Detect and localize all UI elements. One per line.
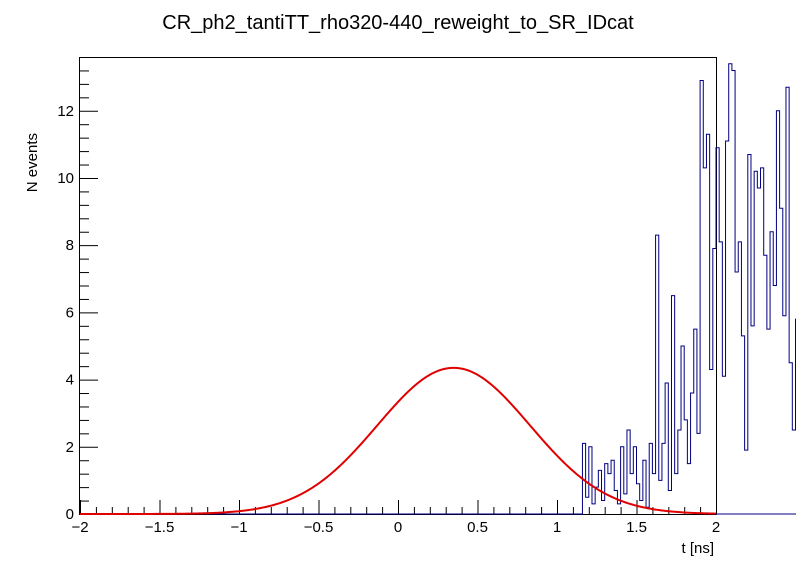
y-tick-label: 2 xyxy=(66,439,74,456)
y-tick-label: 10 xyxy=(57,170,74,187)
y-tick-label: 4 xyxy=(66,372,74,389)
y-tick-label: 8 xyxy=(66,237,74,254)
y-axis-label: N events xyxy=(24,133,41,192)
x-tick-label: 2 xyxy=(712,519,720,536)
x-tick-label: 1 xyxy=(553,519,561,536)
x-tick-label: 0.5 xyxy=(467,519,488,536)
x-tick-label: 0 xyxy=(394,519,402,536)
x-tick-label: −0.5 xyxy=(304,519,334,536)
y-tick-label: 6 xyxy=(66,304,74,321)
chart-title: CR_ph2_tantiTT_rho320-440_reweight_to_SR… xyxy=(162,12,634,34)
x-tick-label: −1 xyxy=(230,519,247,536)
x-axis-label: t [ns] xyxy=(681,540,714,557)
axis-tick-labels: −2 −1.5 −1 −0.5 0 0.5 1 1.5 2 0 2 4 6 8 10 12 xyxy=(57,103,720,536)
y-tick-label: 12 xyxy=(57,103,74,120)
fit-curve xyxy=(80,366,717,515)
x-tick-label: 1.5 xyxy=(626,519,647,536)
y-tick-label: 0 xyxy=(66,506,74,523)
x-tick-label: −2 xyxy=(71,519,88,536)
x-tick-label: −1.5 xyxy=(145,519,175,536)
histogram-series xyxy=(80,63,796,515)
axis-ticks xyxy=(80,57,717,515)
plot-frame xyxy=(79,57,717,515)
